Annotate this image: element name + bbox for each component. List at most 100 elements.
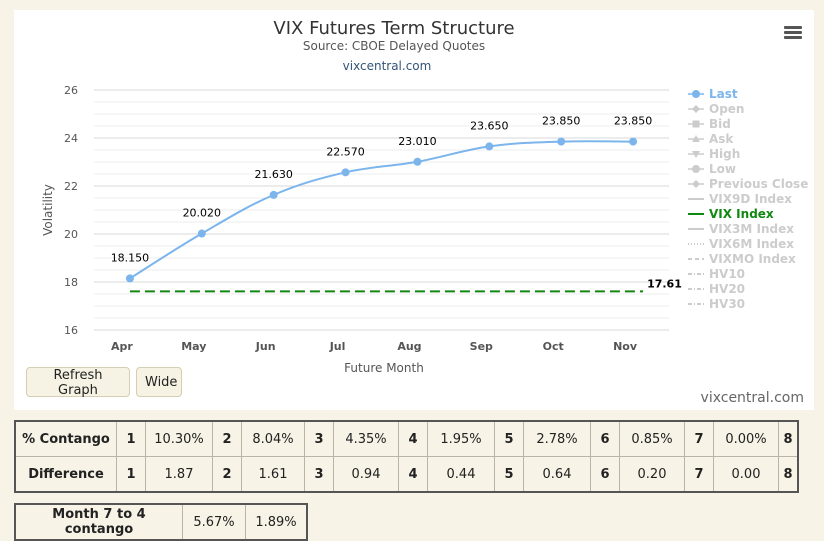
contango-value: 10.30% [145, 420, 213, 457]
contango-value: 0.00% [713, 420, 779, 457]
last-data-label: 18.150 [111, 251, 150, 264]
difference-value: 0.94 [333, 456, 399, 493]
legend-item-label[interactable]: VIXMO Index [709, 252, 796, 266]
difference-value: 0.20 [619, 456, 685, 493]
month-number: 1 [116, 420, 146, 457]
last-data-label: 21.630 [254, 168, 293, 181]
difference-value: 0.00 [713, 456, 779, 493]
last-data-label: 22.570 [326, 145, 365, 158]
month-number: 2 [212, 420, 242, 457]
x-tick-label: May [181, 340, 206, 353]
legend-item-label[interactable]: HV20 [709, 282, 745, 296]
month-number: 5 [494, 420, 524, 457]
month74-diff: 1.89% [245, 503, 308, 541]
table-row: % Contango 1 10.30% 2 8.04% 3 4.35% 4 1.… [14, 420, 799, 457]
month-number: 8 [778, 456, 799, 493]
month-number: 6 [590, 420, 620, 457]
last-data-label: 20.020 [183, 207, 222, 220]
last-data-point [485, 142, 494, 151]
legend-item-label[interactable]: VIX6M Index [709, 237, 794, 251]
difference-value: 1.61 [241, 456, 305, 493]
x-tick-label: Sep [470, 340, 493, 353]
legend-item-label[interactable]: VIX Index [709, 207, 774, 221]
x-tick-label: Jun [255, 340, 276, 353]
month-number: 1 [116, 456, 146, 493]
month-number: 7 [684, 456, 714, 493]
y-axis-title: Volatility [41, 184, 55, 236]
x-tick-label: Jul [329, 340, 346, 353]
legend-item-label[interactable]: HV10 [709, 267, 745, 281]
chart-menu-icon[interactable] [784, 26, 802, 40]
refresh-graph-button[interactable]: Refresh Graph [26, 367, 130, 398]
x-tick-label: Apr [111, 340, 133, 353]
last-data-point [557, 137, 566, 146]
vix-index-label: 17.61 [647, 277, 682, 290]
legend-item-label[interactable]: Last [709, 87, 738, 101]
x-axis-title: Future Month [344, 361, 424, 375]
month-number: 2 [212, 456, 242, 493]
legend-item-label[interactable]: VIX3M Index [709, 222, 794, 236]
month-number: 4 [398, 456, 428, 493]
legend-item-label[interactable]: High [709, 147, 740, 161]
last-data-point [269, 190, 278, 199]
month-number: 3 [304, 456, 334, 493]
legend-item-label[interactable]: VIX9D Index [709, 192, 792, 206]
month-number: 8 [778, 420, 799, 457]
month-number: 4 [398, 420, 428, 457]
month74-percent: 5.67% [182, 503, 246, 541]
y-tick-label: 18 [64, 276, 78, 289]
y-tick-label: 26 [64, 84, 78, 97]
chart-subtitle: Source: CBOE Delayed Quotes [303, 39, 485, 53]
legend-item-label[interactable]: HV30 [709, 297, 745, 311]
difference-value: 0.44 [427, 456, 495, 493]
chart-credit-link[interactable]: vixcentral.com [343, 59, 432, 73]
contango-value: 8.04% [241, 420, 305, 457]
legend-item-label[interactable]: Open [709, 102, 744, 116]
legend-item-label[interactable]: Previous Close [709, 177, 808, 191]
month74-label: Month 7 to 4 contango [14, 503, 183, 541]
series-layer: 17.61 18.150 20.020 21.630 22.570 23.010 23.65… [111, 115, 682, 293]
last-data-point [413, 157, 422, 166]
y-tick-label: 22 [64, 180, 78, 193]
last-data-point [125, 274, 134, 283]
y-tick-label: 24 [64, 132, 78, 145]
contango-value: 2.78% [523, 420, 591, 457]
y-tick-label: 16 [64, 324, 78, 337]
last-data-label: 23.850 [542, 115, 581, 128]
month-number: 5 [494, 456, 524, 493]
row-label: Difference [14, 456, 117, 493]
contango-value: 4.35% [333, 420, 399, 457]
x-tick-label: Nov [613, 340, 638, 353]
x-tick-label: Oct [543, 340, 564, 353]
term-structure-chart: VIX Futures Term Structure Source: CBOE … [41, 18, 808, 375]
difference-value: 1.87 [145, 456, 213, 493]
legend-item-label[interactable]: Low [709, 162, 736, 176]
chart-title: VIX Futures Term Structure [273, 18, 514, 39]
legend-item-label[interactable]: Bid [709, 117, 731, 131]
wide-button[interactable]: Wide [136, 367, 182, 397]
x-tick-label: Aug [397, 340, 421, 353]
last-data-label: 23.650 [470, 119, 509, 132]
watermark-text: vixcentral.com [700, 390, 804, 406]
month-number: 6 [590, 456, 620, 493]
month-number: 7 [684, 420, 714, 457]
month7-to-4-contango-table: Month 7 to 4 contango 5.67% 1.89% [14, 503, 308, 541]
contango-value: 1.95% [427, 420, 495, 457]
y-tick-label: 20 [64, 228, 78, 241]
contango-table: % Contango 1 10.30% 2 8.04% 3 4.35% 4 1.… [14, 420, 799, 493]
contango-value: 0.85% [619, 420, 685, 457]
row-label: % Contango [14, 420, 117, 457]
month-number: 3 [304, 420, 334, 457]
last-data-label: 23.850 [614, 115, 653, 128]
table-row: Month 7 to 4 contango 5.67% 1.89% [14, 503, 308, 541]
difference-value: 0.64 [523, 456, 591, 493]
last-data-label: 23.010 [398, 135, 437, 148]
last-data-point [197, 229, 206, 238]
table-row: Difference 1 1.87 2 1.61 3 0.94 4 0.44 5… [14, 456, 799, 493]
last-data-point [341, 168, 350, 177]
axis-layer: 16 18 20 22 24 26 Apr May Jun Jul Aug Sep Oct Nov [64, 84, 638, 353]
chart-panel: VIX Futures Term Structure Source: CBOE … [14, 10, 814, 410]
legend-item-label[interactable]: Ask [709, 132, 734, 146]
grid-layer [94, 89, 669, 331]
